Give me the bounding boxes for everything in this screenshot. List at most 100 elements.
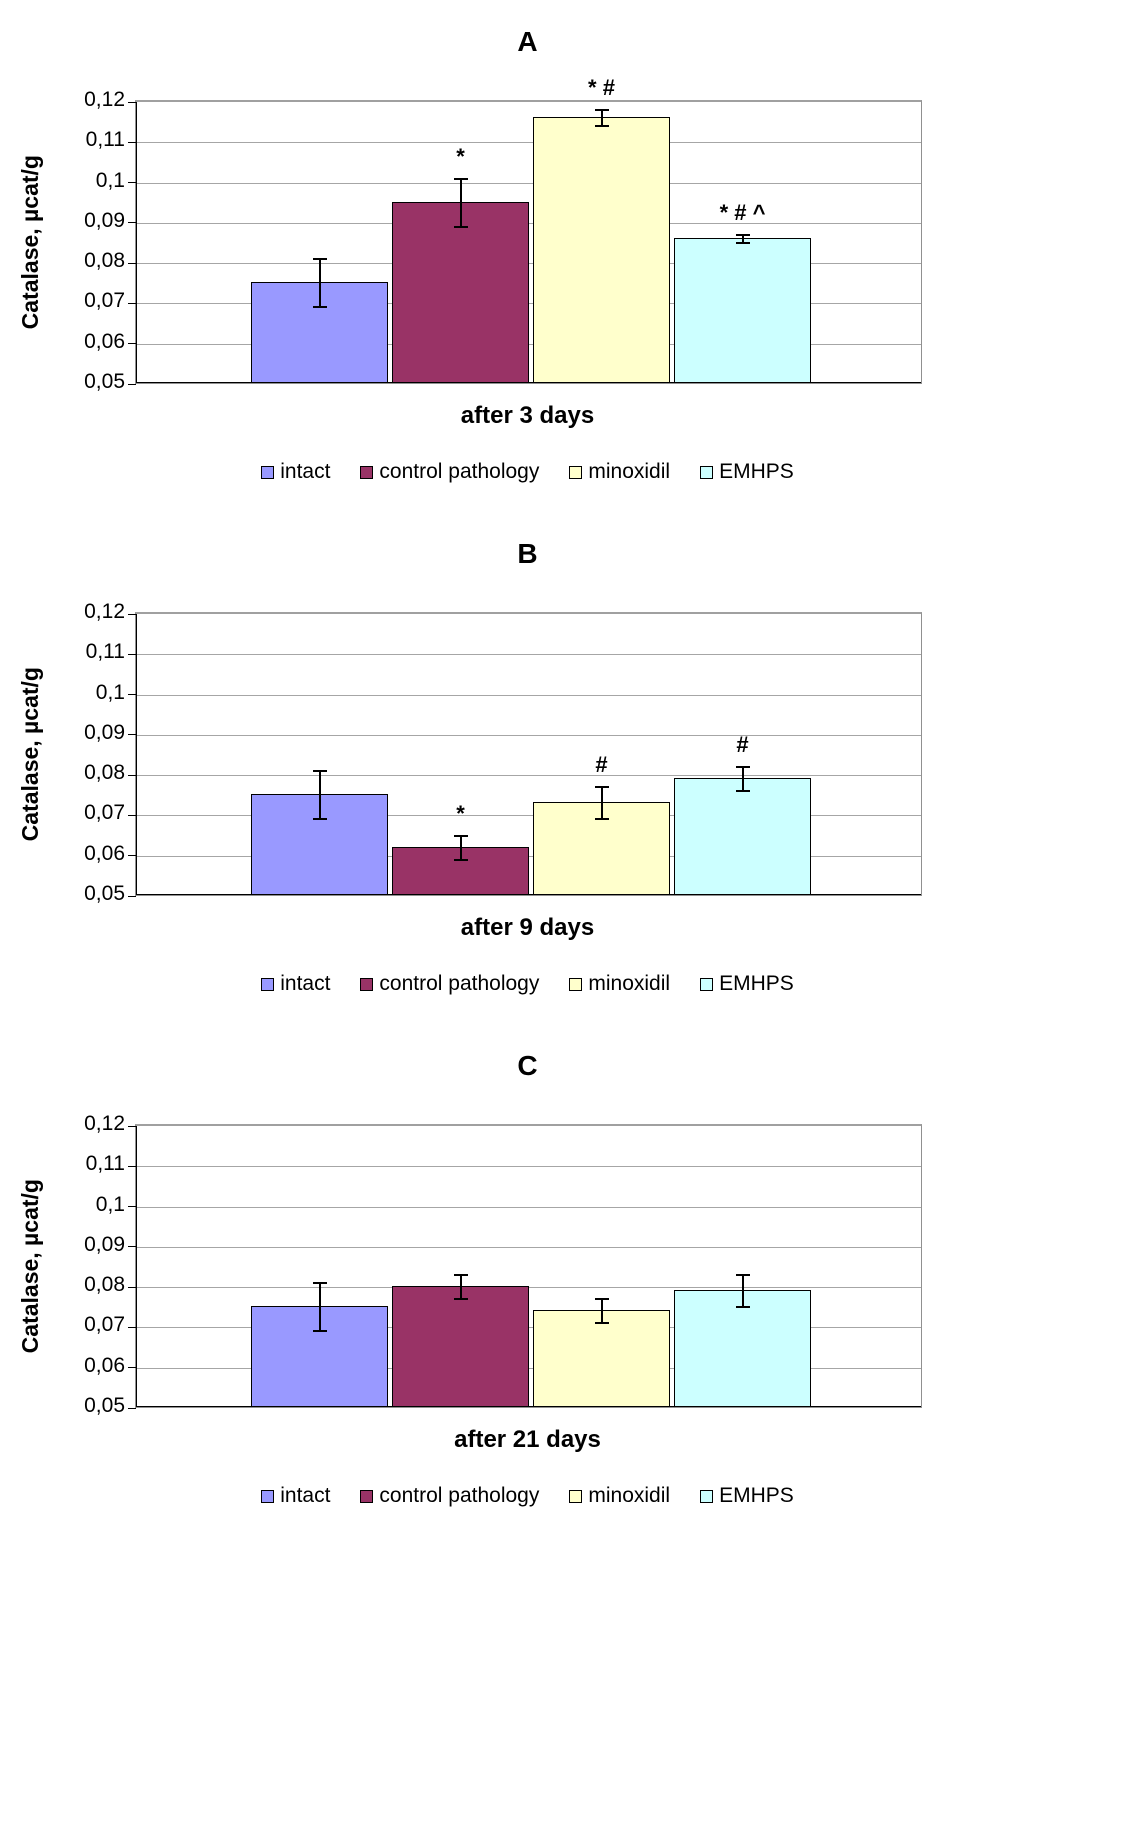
error-bar-cap-bottom	[312, 1330, 327, 1333]
x-axis-line	[136, 894, 921, 895]
bar-EMHPS	[674, 237, 811, 383]
y-tick-label: 0,05	[84, 882, 125, 905]
y-tick-mark	[128, 1206, 136, 1208]
y-tick-label: 0,05	[84, 1394, 125, 1417]
y-axis-title-area: Catalase, µcat/g	[0, 612, 60, 896]
legend-swatch	[261, 465, 275, 479]
y-tick-mark	[128, 262, 136, 264]
chart-body: Catalase, µcat/g 0,12 0,11 0,1 0,09 0,08 0,07…	[0, 600, 1146, 905]
y-tick-mark	[128, 1125, 136, 1127]
plot-area: * # #	[128, 612, 922, 897]
error-bar-cap-bottom	[312, 306, 327, 309]
legend-item-minoxidil: minoxidil	[569, 972, 670, 996]
error-bar-cap-top	[312, 770, 327, 773]
chart-title: A	[517, 26, 538, 57]
gridline	[136, 1166, 921, 1168]
significance-annotation: *	[456, 800, 465, 826]
y-tick-label: 0,11	[85, 128, 125, 152]
significance-annotation: #	[736, 732, 749, 758]
y-axis-tick-labels: 0,12 0,11 0,1 0,09 0,08 0,07 0,06 0,05	[60, 88, 135, 393]
error-bar-cap-bottom	[594, 1322, 609, 1325]
error-bar-cap-top	[735, 233, 750, 236]
error-bar	[741, 767, 744, 792]
y-axis-line	[136, 1126, 137, 1407]
y-tick-label: 0,07	[84, 289, 125, 313]
x-axis-label: after 3 days	[460, 402, 595, 429]
error-bar-cap-bottom	[453, 225, 468, 228]
y-tick-label: 0,08	[84, 249, 125, 273]
y-tick-mark	[128, 653, 136, 655]
y-tick-label: 0,09	[84, 720, 125, 744]
legend-swatch	[261, 977, 275, 991]
legend-label: intact	[280, 1484, 331, 1507]
gridline	[136, 815, 921, 817]
y-tick-mark	[128, 1246, 136, 1248]
error-bar-cap-top	[735, 1274, 750, 1277]
y-tick-mark	[128, 141, 136, 143]
legend-swatch	[569, 977, 583, 991]
error-bar	[741, 234, 744, 243]
y-tick-label: 0,11	[85, 1152, 125, 1176]
legend-label: minoxidil	[588, 1484, 671, 1507]
y-tick-mark	[128, 302, 136, 304]
y-tick-label: 0,07	[84, 1313, 125, 1337]
error-bar-cap-top	[312, 1282, 327, 1285]
error-bar	[741, 1275, 744, 1308]
chart-after-9-days: B Catalase, µcat/g 0,12 0,11 0,1 0,09 0,08 0,…	[0, 538, 1146, 996]
legend-swatch	[360, 465, 374, 479]
legend-label: minoxidil	[588, 460, 671, 483]
gridline	[136, 142, 921, 144]
gridline	[136, 654, 921, 656]
legend-label: intact	[280, 972, 331, 995]
error-bar-cap-top	[453, 1274, 468, 1277]
y-tick-mark	[128, 855, 136, 857]
legend-item-EMHPS: EMHPS	[700, 460, 794, 484]
legend-item-EMHPS: EMHPS	[700, 972, 794, 996]
legend: intact control pathology minoxidil EMHPS	[135, 460, 920, 484]
x-axis-label: after 21 days	[454, 1426, 601, 1453]
y-axis-title: Catalase, µcat/g	[16, 666, 43, 842]
y-axis-title-area: Catalase, µcat/g	[0, 1124, 60, 1408]
legend-item-minoxidil: minoxidil	[569, 460, 670, 484]
y-tick-label: 0,06	[84, 841, 125, 865]
y-tick-mark	[128, 101, 136, 103]
y-axis-line	[136, 102, 137, 383]
error-bar-cap-top	[594, 109, 609, 112]
y-tick-label: 0,09	[84, 208, 125, 232]
error-bar	[600, 1299, 603, 1324]
y-tick-mark	[128, 1407, 136, 1409]
error-bar	[600, 787, 603, 820]
y-tick-mark	[128, 734, 136, 736]
x-axis-line	[136, 1406, 921, 1407]
y-tick-mark	[128, 182, 136, 184]
legend-label: minoxidil	[588, 972, 671, 995]
legend-swatch	[360, 977, 374, 991]
y-tick-label: 0,1	[95, 168, 125, 192]
gridline	[136, 182, 921, 184]
plot-area: * * # * # ^	[128, 75, 922, 385]
error-bar	[318, 771, 321, 820]
error-bar-cap-top	[453, 177, 468, 180]
legend-item-EMHPS: EMHPS	[700, 1484, 794, 1508]
error-bar-cap-bottom	[594, 818, 609, 821]
chart-after-21-days: C Catalase, µcat/g 0,12 0,11 0,1 0,09 0,08 0,…	[0, 1050, 1146, 1508]
legend-label: EMHPS	[719, 460, 794, 483]
y-tick-mark	[128, 1165, 136, 1167]
error-bar-cap-top	[594, 786, 609, 789]
y-axis-title: Catalase, µcat/g	[16, 1178, 43, 1354]
y-tick-label: 0,12	[84, 1112, 125, 1135]
gridline	[136, 734, 921, 736]
error-bar	[459, 1275, 462, 1300]
error-bar	[459, 178, 462, 227]
legend: intact control pathology minoxidil EMHPS	[135, 1484, 920, 1508]
y-tick-label: 0,12	[84, 88, 125, 111]
chart-after-3-days: A Catalase, µcat/g 0,12 0,11 0,1 0,09 0,08 0,…	[0, 26, 1146, 484]
y-tick-mark	[128, 1367, 136, 1369]
chart-body: Catalase, µcat/g 0,12 0,11 0,1 0,09 0,08 0,07…	[0, 75, 1146, 393]
y-tick-mark	[128, 1286, 136, 1288]
y-tick-label: 0,05	[84, 370, 125, 393]
y-tick-mark	[128, 343, 136, 345]
error-bar-cap-bottom	[735, 1306, 750, 1309]
bar-minoxidil	[533, 117, 670, 383]
legend-item-intact: intact	[261, 1484, 330, 1508]
